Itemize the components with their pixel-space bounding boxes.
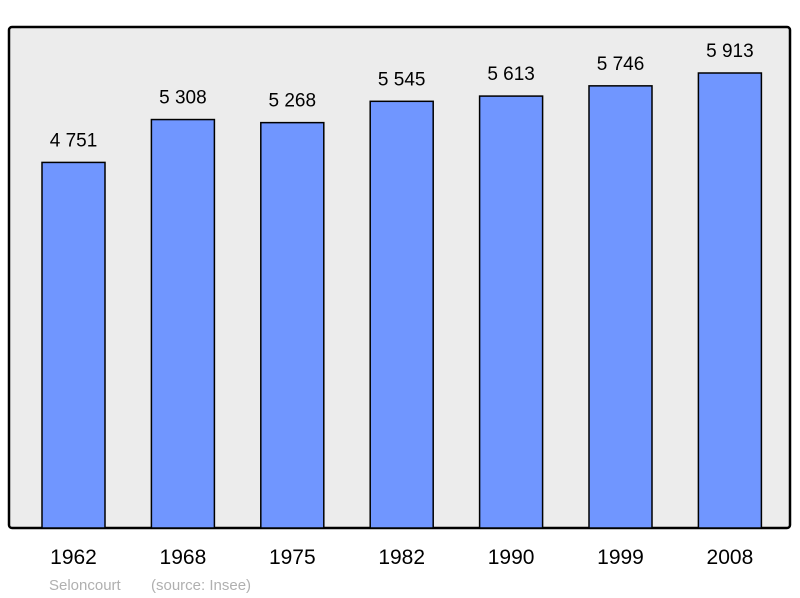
data-label-1968: 5 308 (159, 88, 207, 109)
data-label-1962: 4 751 (50, 130, 98, 151)
x-tick-1968: 1968 (160, 546, 207, 569)
x-tick-1982: 1982 (378, 546, 425, 569)
x-tick-1962: 1962 (50, 546, 97, 569)
x-tick-1990: 1990 (488, 546, 535, 569)
bar-1982 (369, 100, 434, 529)
data-label-1975: 5 268 (269, 91, 317, 112)
data-label-2008: 5 913 (706, 41, 754, 62)
data-label-1990: 5 613 (487, 64, 535, 85)
bar-1999 (588, 85, 653, 529)
caption-place: Seloncourt (49, 577, 122, 594)
bar-2008 (697, 72, 763, 529)
data-label-1982: 5 545 (378, 69, 426, 90)
x-tick-1975: 1975 (269, 546, 316, 569)
bar-1968 (150, 118, 216, 529)
x-tick-1999: 1999 (597, 546, 644, 569)
data-label-1999: 5 746 (597, 54, 645, 75)
caption-source: (source: Insee) (151, 577, 251, 594)
x-tick-2008: 2008 (707, 546, 754, 569)
bar-1990 (478, 95, 544, 529)
bar-1962 (41, 161, 106, 529)
bar-1975 (260, 121, 325, 529)
